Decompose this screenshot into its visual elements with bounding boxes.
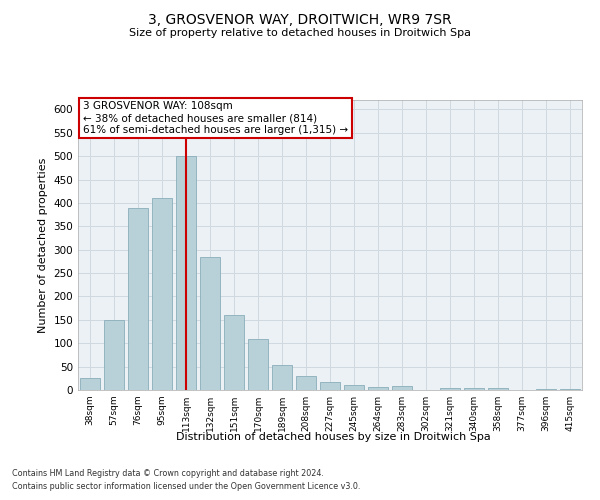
Text: Distribution of detached houses by size in Droitwich Spa: Distribution of detached houses by size … (176, 432, 490, 442)
Bar (344, 385, 364, 390)
Bar (128, 208, 148, 390)
Bar (104, 320, 124, 390)
Y-axis label: Number of detached properties: Number of detached properties (38, 158, 48, 332)
Bar (200, 256, 220, 390)
Bar (560, 389, 580, 390)
Bar (80, 378, 100, 390)
Text: Contains public sector information licensed under the Open Government Licence v3: Contains public sector information licen… (12, 482, 361, 491)
Text: Size of property relative to detached houses in Droitwich Spa: Size of property relative to detached ho… (129, 28, 471, 38)
Bar (248, 340, 268, 390)
Text: 3, GROSVENOR WAY, DROITWICH, WR9 7SR: 3, GROSVENOR WAY, DROITWICH, WR9 7SR (148, 12, 452, 26)
Bar (152, 198, 172, 390)
Bar (296, 376, 316, 390)
Text: 3 GROSVENOR WAY: 108sqm
← 38% of detached houses are smaller (814)
61% of semi-d: 3 GROSVENOR WAY: 108sqm ← 38% of detache… (83, 102, 348, 134)
Bar (320, 382, 340, 390)
Bar (176, 156, 196, 390)
Bar (536, 389, 556, 390)
Bar (440, 388, 460, 390)
Bar (368, 387, 388, 390)
Bar (224, 315, 244, 390)
Bar (272, 365, 292, 390)
Bar (464, 388, 484, 390)
Text: Contains HM Land Registry data © Crown copyright and database right 2024.: Contains HM Land Registry data © Crown c… (12, 468, 324, 477)
Bar (488, 388, 508, 390)
Bar (392, 386, 412, 390)
